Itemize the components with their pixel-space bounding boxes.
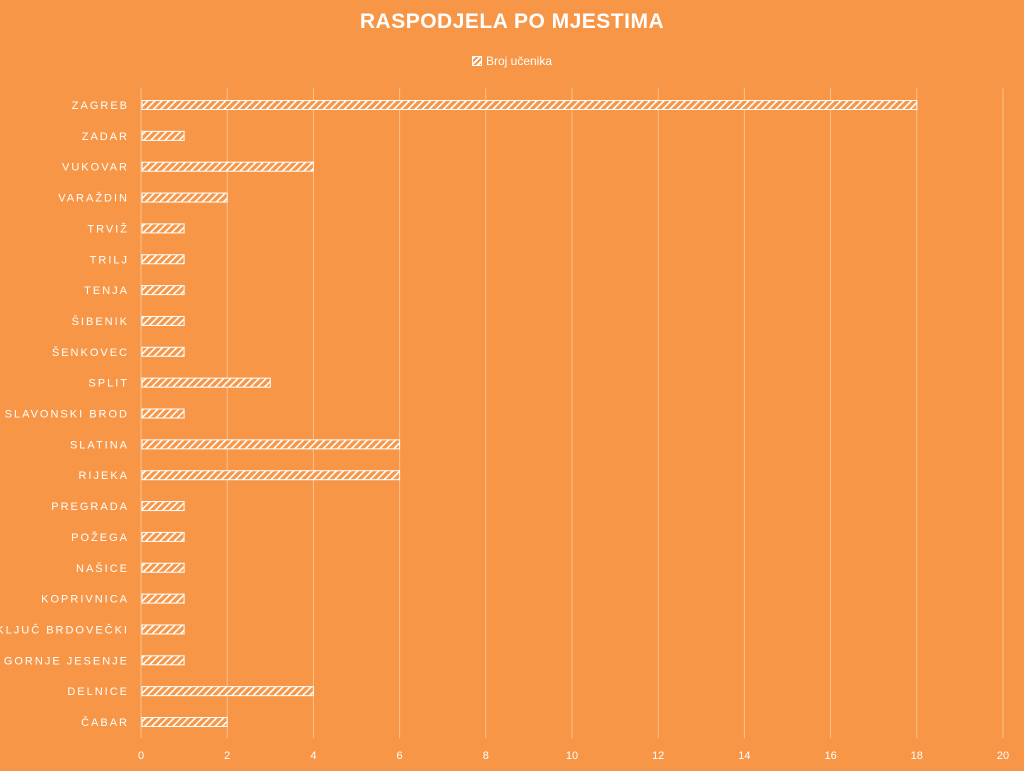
bar: [141, 315, 185, 326]
y-tick-label: ZADAR: [82, 131, 129, 143]
bar: [141, 130, 185, 141]
y-tick-label: TRVIŽ: [87, 222, 129, 235]
legend-swatch: [471, 56, 482, 66]
bar: [141, 192, 228, 203]
y-tick-label: TRILJ: [90, 254, 129, 266]
x-tick-label: 4: [310, 750, 316, 762]
x-tick-label: 6: [397, 750, 403, 762]
x-tick-label: 20: [997, 750, 1009, 762]
y-tick-label: ŠENKOVEC: [52, 346, 129, 359]
bar: [141, 161, 314, 172]
y-tick-label: SLAVONSKI BROD: [5, 409, 129, 421]
bar: [141, 223, 185, 234]
x-tick-label: 0: [138, 750, 144, 762]
bar: [141, 562, 185, 573]
y-tick-label: RIJEKA: [78, 470, 129, 482]
x-tick-label: 14: [738, 750, 750, 762]
bar: [141, 346, 185, 357]
x-tick-label: 2: [224, 750, 230, 762]
bar: [141, 377, 271, 388]
chart-title: RASPODJELA PO MJESTIMA: [359, 10, 665, 33]
y-tick-label: TENJA: [84, 285, 129, 297]
bar: [141, 531, 185, 542]
y-tick-label: ŠIBENIK: [72, 315, 129, 328]
y-tick-label: POŽEGA: [71, 531, 129, 544]
y-tick-label: KLJUČ BRDOVEČKI: [0, 623, 129, 636]
y-tick-label: DELNICE: [67, 686, 129, 698]
y-tick-label: ZAGREB: [72, 100, 129, 112]
y-tick-label: GORNJE JESENJE: [4, 655, 129, 667]
x-tick-label: 12: [652, 750, 664, 762]
y-tick-label: KOPRIVNICA: [41, 594, 129, 606]
x-tick-label: 16: [824, 750, 836, 762]
y-tick-label: PREGRADA: [51, 501, 129, 513]
x-tick-label: 10: [566, 750, 578, 762]
bar: [141, 100, 918, 110]
bar: [141, 593, 185, 604]
bar: [141, 686, 314, 697]
bar: [141, 655, 185, 666]
bar: [141, 624, 185, 635]
bar: [141, 408, 185, 419]
legend-label: Broj učenika: [485, 54, 553, 68]
y-tick-label: VARAŽDIN: [58, 192, 129, 205]
bar: [141, 439, 401, 450]
y-tick-label: ČABAR: [81, 716, 129, 729]
x-tick-label: 8: [483, 750, 489, 762]
legend: Broj učenika: [0, 54, 1024, 68]
bar: [141, 717, 228, 727]
y-tick-label: NAŠICE: [76, 562, 129, 575]
bar: [141, 470, 401, 481]
x-tick-label: 18: [911, 750, 923, 762]
bar: [141, 501, 185, 512]
y-tick-label: VUKOVAR: [62, 162, 129, 174]
y-tick-label: SPLIT: [88, 378, 129, 390]
y-tick-label: SLATINA: [70, 439, 129, 451]
bar: [141, 285, 185, 296]
bar: [141, 254, 185, 265]
